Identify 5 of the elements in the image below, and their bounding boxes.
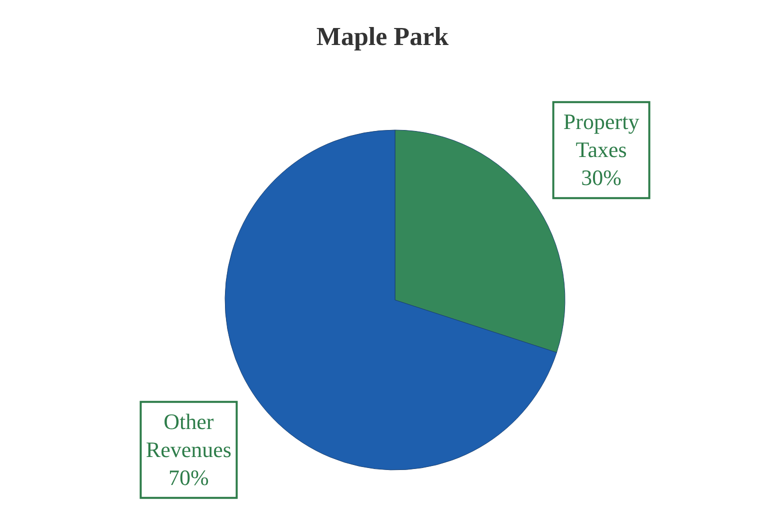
slice-label: Property Taxes (563, 109, 640, 162)
data-label: 30% (581, 165, 622, 190)
chart-title: Maple Park (316, 22, 450, 51)
data-label: 70% (168, 464, 209, 490)
slice-label: Other Revenues (146, 408, 232, 462)
